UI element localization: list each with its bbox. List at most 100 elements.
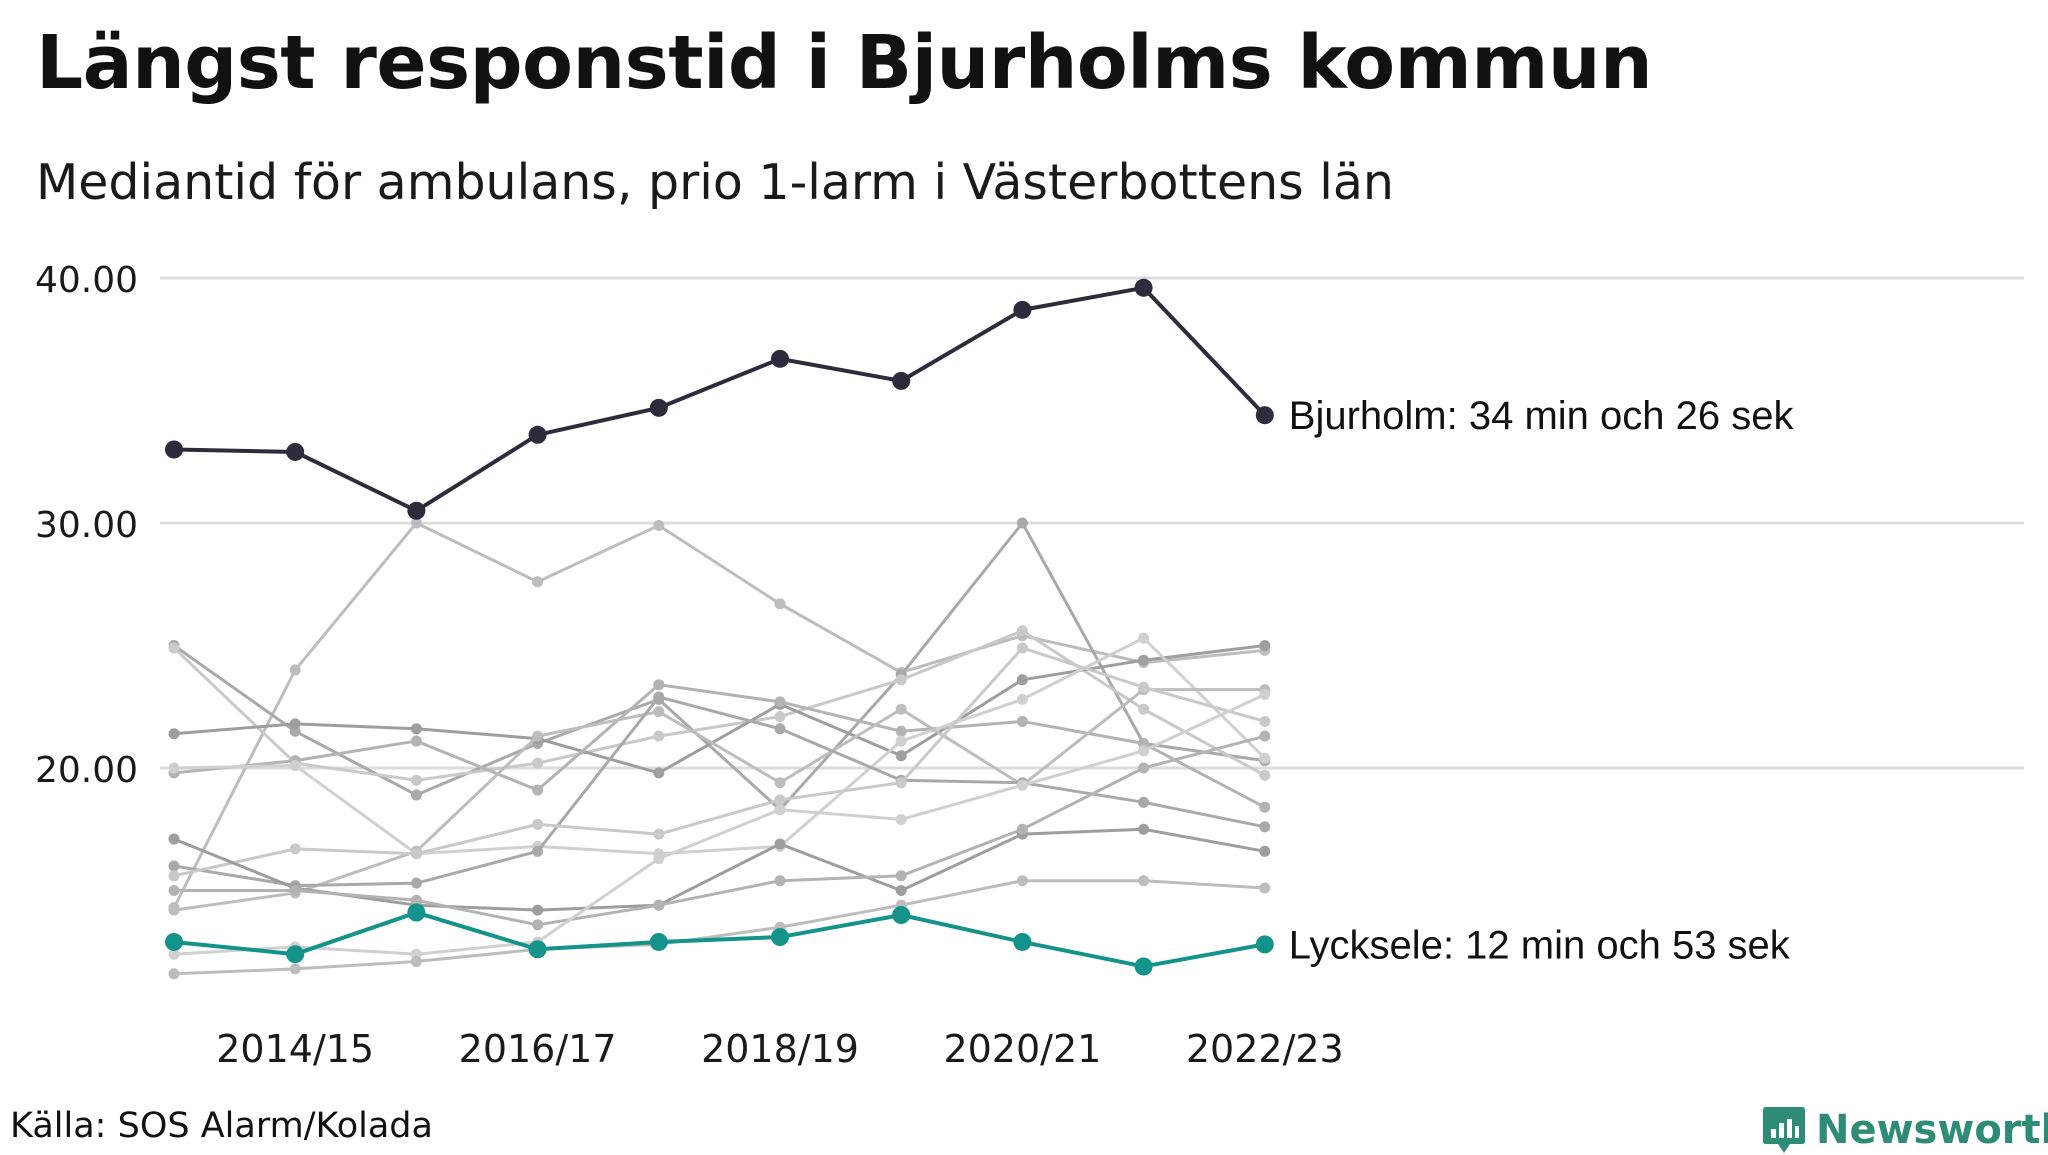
source-note: Källa: SOS Alarm/Kolada xyxy=(10,1106,433,1146)
background-series-point xyxy=(895,750,907,762)
background-series-line xyxy=(172,521,1265,909)
background-series-point xyxy=(1259,845,1271,857)
background-series-point xyxy=(1016,674,1028,686)
background-series-point xyxy=(168,642,180,654)
background-series-point xyxy=(1016,715,1028,727)
background-series-point xyxy=(653,706,665,718)
lycksele-point xyxy=(286,945,305,964)
background-series-point xyxy=(289,664,301,676)
background-series-line xyxy=(173,879,1265,976)
background-series-point xyxy=(289,718,301,730)
background-series-point xyxy=(895,870,907,882)
grid-lines xyxy=(160,276,2024,770)
background-series-point xyxy=(532,845,544,857)
background-series-line xyxy=(173,521,1266,812)
lycksele-point xyxy=(892,906,911,924)
background-series-line xyxy=(173,693,1266,956)
bjurholm-end-label: Bjurholm: 34 min och 26 sek xyxy=(1289,394,1795,438)
bjurholm-point xyxy=(771,349,789,368)
background-series-point xyxy=(410,894,422,906)
background-series-point xyxy=(1138,703,1150,715)
background-series-point xyxy=(532,784,544,796)
background-series-point xyxy=(168,885,180,896)
background-series-point xyxy=(1259,730,1271,742)
lycksele-point xyxy=(649,932,668,951)
background-series-point xyxy=(774,598,786,610)
background-series-point xyxy=(895,735,907,747)
background-series-point xyxy=(410,517,422,529)
background-series-point xyxy=(168,904,180,916)
background-series-point xyxy=(168,870,180,882)
background-series-point xyxy=(410,774,422,786)
bjurholm-series-line xyxy=(173,285,1267,513)
background-series-point xyxy=(895,885,907,896)
background-series-point xyxy=(653,730,665,742)
y-tick-label: 30.00 xyxy=(35,505,138,546)
background-series-point xyxy=(774,723,786,735)
background-series-point xyxy=(895,703,907,715)
background-series-point xyxy=(410,956,422,968)
background-series-point xyxy=(1016,823,1028,835)
background-series-line xyxy=(173,827,1266,912)
background-series-point xyxy=(653,828,665,840)
background-series-point xyxy=(410,848,422,860)
background-series-line xyxy=(173,683,1266,809)
background-series-point xyxy=(1259,689,1271,700)
lycksele-point xyxy=(528,940,547,959)
bjurholm-point xyxy=(892,371,911,390)
background-series-point xyxy=(1259,769,1271,781)
lycksele-point xyxy=(1255,935,1274,954)
newsworthy-logo-icon xyxy=(1763,1107,1805,1153)
background-series-point xyxy=(1138,654,1150,666)
background-series-point xyxy=(1016,517,1028,529)
background-series-point xyxy=(653,519,665,531)
background-series-point xyxy=(895,725,907,737)
background-series-point xyxy=(653,679,665,691)
background-series-point xyxy=(1138,875,1150,887)
background-series-point xyxy=(895,674,907,686)
background-series-point xyxy=(1016,875,1028,887)
background-series-point xyxy=(774,838,786,850)
background-series-point xyxy=(1259,640,1271,651)
background-series-point xyxy=(774,794,786,806)
y-tick-label: 20.00 xyxy=(35,750,138,791)
background-series-point xyxy=(1016,642,1028,654)
background-series-point xyxy=(289,885,301,896)
background-series-point xyxy=(532,576,544,588)
lycksele-end-label: Lycksele: 12 min och 53 sek xyxy=(1289,923,1791,967)
background-series-point xyxy=(653,853,665,865)
background-series-point xyxy=(410,723,422,735)
background-series-point xyxy=(532,757,544,769)
background-series-point xyxy=(168,762,180,774)
background-series-point xyxy=(1259,801,1271,813)
background-series-point xyxy=(1016,779,1028,791)
lycksele-point xyxy=(1013,932,1032,951)
bjurholm-point xyxy=(407,501,426,520)
background-series-point xyxy=(532,904,544,916)
background-series-point xyxy=(168,728,180,740)
chart-title: Längst responstid i Bjurholms kommun xyxy=(36,20,1653,106)
background-series-point xyxy=(774,696,786,708)
bjurholm-point xyxy=(1134,278,1153,297)
background-series-point xyxy=(1138,681,1150,693)
background-series-point xyxy=(168,860,180,872)
background-series-point xyxy=(532,919,544,931)
background-series-line xyxy=(173,695,1266,888)
background-series-point xyxy=(168,948,180,960)
background-series-point xyxy=(653,691,665,703)
background-series-point xyxy=(1259,715,1271,727)
background-series-point xyxy=(774,777,786,789)
bjurholm-point xyxy=(528,425,547,444)
bjurholm-point xyxy=(165,440,183,459)
bjurholm-point xyxy=(649,398,668,417)
chart-subtitle: Mediantid för ambulans, prio 1-larm i Vä… xyxy=(36,154,1394,211)
background-series-line xyxy=(173,646,1266,878)
background-series-group xyxy=(168,517,1271,980)
background-series-point xyxy=(410,789,422,801)
background-series-point xyxy=(1016,625,1028,637)
background-series-point xyxy=(1138,745,1150,757)
bjurholm-point xyxy=(1013,300,1032,319)
x-tick-label: 2014/15 xyxy=(216,1027,374,1071)
background-series-point xyxy=(168,968,180,980)
